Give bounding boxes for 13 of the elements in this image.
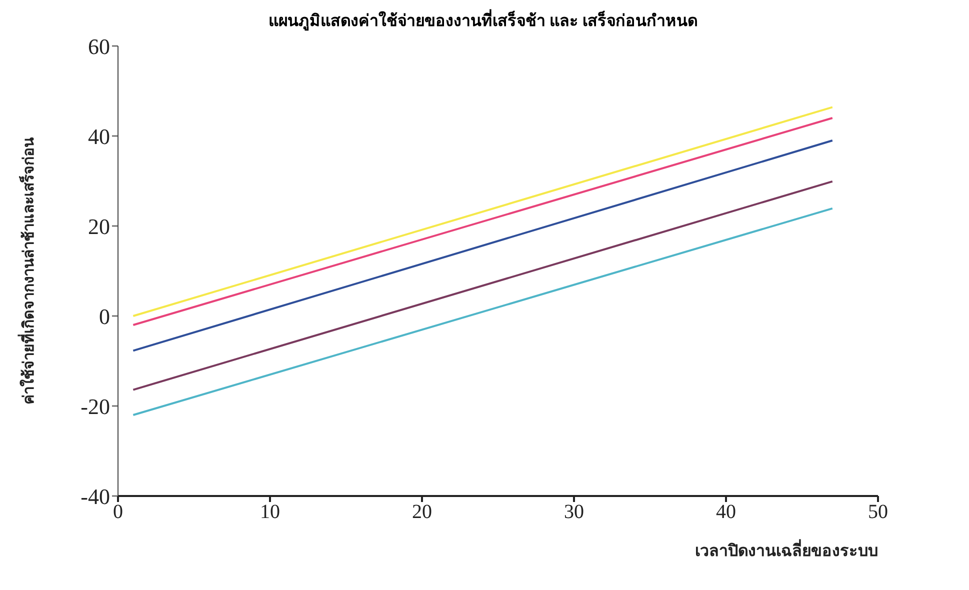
y-tick-label: 60 — [88, 34, 110, 59]
x-tick-label: 20 — [412, 501, 432, 524]
y-tick-label: 40 — [88, 124, 110, 149]
x-tick-label: 30 — [564, 501, 584, 524]
y-tick-label: -40 — [80, 484, 110, 509]
x-tick-label: 10 — [260, 501, 280, 524]
y-tick-label: -20 — [80, 394, 110, 419]
y-tick-label: 20 — [88, 214, 110, 239]
y-axis-title: ค่าใช้จ่ายที่เกิดจากงานล่าช้าและเสร็จก่อน — [17, 136, 38, 404]
y-tick-label: 0 — [99, 304, 110, 329]
x-tick-label: 50 — [868, 501, 888, 524]
x-axis-title: เวลาปิดงานเฉลี่ยของระบบ — [695, 539, 878, 560]
x-tick-label: 40 — [716, 501, 736, 524]
